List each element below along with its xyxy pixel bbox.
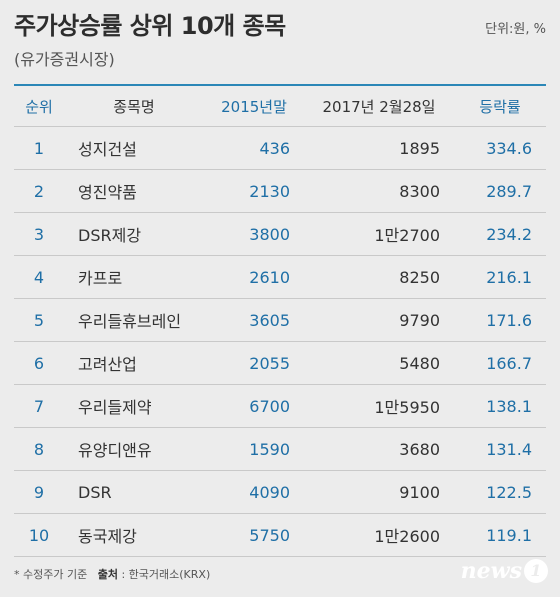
value-2015-cell: 5750	[249, 525, 290, 545]
name-cell: 영진약품	[78, 183, 137, 202]
header-rate: 등락률	[479, 97, 521, 116]
source-label: 출처	[97, 568, 118, 581]
header-rank: 순위	[25, 97, 53, 116]
value-2017-cell: 1895	[399, 138, 440, 158]
value-2017-cell: 1만2600	[374, 527, 440, 546]
rate-cell: 234.2	[486, 224, 532, 244]
rate-cell: 131.4	[486, 439, 532, 459]
rate-cell: 334.6	[486, 138, 532, 158]
header-2015: 2015년말	[221, 97, 287, 116]
source-text: : 한국거래소(KRX)	[121, 568, 211, 581]
name-cell: 고려산업	[78, 355, 137, 374]
rate-cell: 216.1	[486, 267, 532, 287]
value-2017-cell: 9100	[399, 482, 440, 502]
rank-cell: 3	[33, 224, 45, 244]
header-2017: 2017년 2월28일	[322, 97, 436, 116]
name-cell: 우리들제약	[78, 398, 152, 417]
rank-cell: 2	[33, 181, 45, 201]
table-row: 7 우리들제약 6700 1만5950 138.1	[14, 384, 546, 427]
name-cell: 우리들휴브레인	[78, 312, 182, 331]
rate-cell: 289.7	[486, 181, 532, 201]
rate-cell: 119.1	[486, 525, 532, 545]
table-row: 4 카프로 2610 8250 216.1	[14, 255, 546, 298]
table-body: 1 성지건설 436 1895 334.6 2 영진약품 2130 8300 2…	[14, 126, 546, 557]
rank-cell: 7	[33, 396, 45, 416]
table-row: 10 동국제강 5750 1만2600 119.1	[14, 513, 546, 557]
value-2017-cell: 1만2700	[374, 226, 440, 245]
name-cell: DSR제강	[78, 226, 142, 245]
table-row: 3 DSR제강 3800 1만2700 234.2	[14, 212, 546, 255]
rank-cell: 6	[33, 353, 45, 373]
rank-cell: 1	[33, 138, 45, 158]
news1-logo: news 1	[461, 558, 548, 584]
value-2015-cell: 6700	[249, 396, 290, 416]
rate-cell: 166.7	[486, 353, 532, 373]
table-row: 9 DSR 4090 9100 122.5	[14, 470, 546, 513]
unit-label: 단위:원, %	[485, 22, 546, 37]
footer-note-text: * 수정주가 기준	[14, 568, 88, 581]
table-row: 8 유양디앤유 1590 3680 131.4	[14, 427, 546, 470]
value-2015-cell: 1590	[249, 439, 290, 459]
value-2015-cell: 3800	[249, 224, 290, 244]
value-2015-cell: 2610	[249, 267, 290, 287]
rate-cell: 122.5	[486, 482, 532, 502]
table-row: 5 우리들휴브레인 3605 9790 171.6	[14, 298, 546, 341]
value-2015-cell: 2055	[249, 353, 290, 373]
value-2017-cell: 8300	[399, 181, 440, 201]
rate-cell: 171.6	[486, 310, 532, 330]
rank-cell: 10	[28, 525, 50, 545]
rank-cell: 9	[33, 482, 45, 502]
header-name: 종목명	[113, 97, 155, 116]
value-2015-cell: 2130	[249, 181, 290, 201]
header-rule	[14, 84, 546, 86]
value-2015-cell: 3605	[249, 310, 290, 330]
rate-cell: 138.1	[486, 396, 532, 416]
name-cell: DSR	[78, 482, 112, 502]
name-cell: 성지건설	[78, 140, 137, 159]
table-row: 6 고려산업 2055 5480 166.7	[14, 341, 546, 384]
table-header: 순위 종목명 2015년말 2017년 2월28일 등락률	[14, 86, 546, 126]
footer-note: * 수정주가 기준 출처 : 한국거래소(KRX)	[14, 566, 210, 582]
page-subtitle: (유가증권시장)	[14, 50, 115, 69]
table-row: 1 성지건설 436 1895 334.6	[14, 126, 546, 169]
value-2017-cell: 8250	[399, 267, 440, 287]
logo-number: 1	[524, 559, 548, 583]
value-2015-cell: 4090	[249, 482, 290, 502]
value-2017-cell: 3680	[399, 439, 440, 459]
value-2017-cell: 9790	[399, 310, 440, 330]
table-row: 2 영진약품 2130 8300 289.7	[14, 169, 546, 212]
value-2015-cell: 436	[259, 138, 290, 158]
value-2017-cell: 5480	[399, 353, 440, 373]
page-title: 주가상승률 상위 10개 종목	[14, 12, 286, 40]
name-cell: 카프로	[78, 269, 123, 288]
name-cell: 유양디앤유	[78, 441, 152, 460]
rank-cell: 5	[33, 310, 45, 330]
rank-cell: 4	[33, 267, 45, 287]
name-cell: 동국제강	[78, 527, 137, 546]
rank-cell: 8	[33, 439, 45, 459]
logo-text: news	[460, 558, 522, 584]
value-2017-cell: 1만5950	[374, 398, 440, 417]
